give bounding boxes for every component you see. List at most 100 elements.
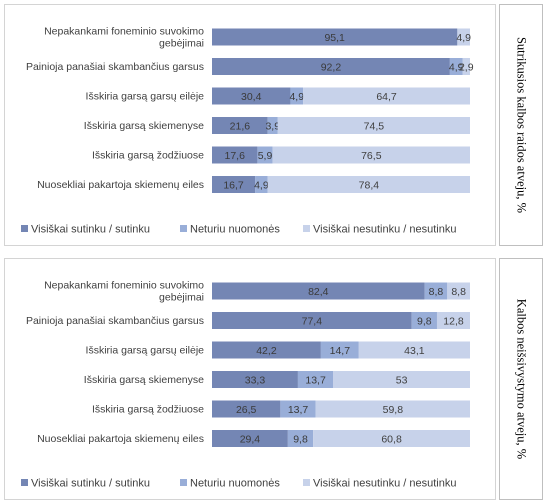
category-label: Painioja panašiai skambančius garsus xyxy=(26,315,204,327)
data-label: 12,8 xyxy=(443,316,464,328)
data-label: 29,4 xyxy=(240,434,261,446)
category-label: Painioja panašiai skambančius garsus xyxy=(26,61,204,73)
chart-panel-bottom: Nepakankami foneminio suvokimo gebėjimai 8… xyxy=(4,258,496,500)
bar-neutral xyxy=(411,312,437,329)
data-label: 8,8 xyxy=(429,286,444,298)
legend-label-neutral: Neturiu nuomonės xyxy=(190,224,280,236)
bar-neutral xyxy=(320,341,359,359)
data-label: 14,7 xyxy=(330,345,351,357)
bar-neutral xyxy=(267,117,278,134)
side-label-box-bottom: Kalbos neišsivystymo atveju, % xyxy=(499,258,543,500)
chart-top: Nepakankami foneminio suvokimo gebėjimai 9… xyxy=(21,26,474,236)
bar-disagree xyxy=(358,341,470,359)
category-label: Nepakankami foneminio suvokimo gebėjimai xyxy=(44,26,204,50)
legend-label-agree: Visiškai sutinku / sutinku xyxy=(31,224,150,236)
data-label: 4,9 xyxy=(456,32,471,44)
data-label: 78,4 xyxy=(359,180,380,192)
bar-disagree xyxy=(313,430,470,447)
bar-neutral xyxy=(449,58,463,75)
category-label: Išskiria garsą skiemenyse xyxy=(84,374,204,386)
data-label: 16,7 xyxy=(223,180,244,192)
data-label: 82,4 xyxy=(308,286,329,298)
data-label: 33,3 xyxy=(245,375,266,387)
side-label-bottom: Kalbos neišsivystymo atveju, % xyxy=(514,298,529,460)
data-label: 43,1 xyxy=(404,345,425,357)
legend-swatch-agree xyxy=(21,225,28,232)
bar-disagree xyxy=(303,87,470,105)
category-label: Išskiria garsą žodžiuose xyxy=(92,150,204,162)
bar-agree xyxy=(212,176,256,193)
data-label: 95,1 xyxy=(324,32,345,44)
bar-neutral xyxy=(424,282,448,300)
data-label: 76,5 xyxy=(361,150,382,162)
bar-disagree xyxy=(267,176,470,193)
bar-neutral xyxy=(257,146,273,164)
bar-agree xyxy=(212,146,258,164)
bar-agree xyxy=(212,117,268,134)
data-label: 53 xyxy=(396,375,408,387)
bar-neutral xyxy=(255,176,268,193)
bar-agree xyxy=(212,371,298,388)
data-label: 13,7 xyxy=(288,404,309,416)
bar-disagree xyxy=(333,371,470,388)
legend-swatch-neutral xyxy=(180,479,187,486)
data-label: 26,5 xyxy=(236,404,257,416)
bar-neutral xyxy=(280,400,316,418)
category-label: Nuosekliai pakartoja skiemenų eiles xyxy=(37,433,204,445)
bar-neutral xyxy=(297,371,334,388)
bar-disagree xyxy=(315,400,470,418)
bar-agree xyxy=(212,282,425,300)
category-label: Išskiria garsą skiemenyse xyxy=(84,120,204,132)
bar-agree xyxy=(212,430,288,447)
side-label-box-top: Sutrikusios kalbos raidos atveju, % xyxy=(499,4,543,246)
bar-disagree xyxy=(436,312,470,329)
data-label: 59,8 xyxy=(383,404,404,416)
bar-neutral xyxy=(290,87,304,105)
bar-disagree xyxy=(447,282,470,300)
chart-bottom: Nepakankami foneminio suvokimo gebėjimai 8… xyxy=(21,280,470,490)
bar-disagree xyxy=(272,146,470,164)
data-label: 42,2 xyxy=(256,345,277,357)
data-label: 30,4 xyxy=(241,91,262,103)
bar-agree xyxy=(212,87,291,105)
bar-agree xyxy=(212,58,450,75)
bar-disagree xyxy=(462,58,470,75)
legend-label-agree: Visiškai sutinku / sutinku xyxy=(31,478,150,490)
data-label: 21,6 xyxy=(230,121,251,133)
data-label: 2,9 xyxy=(459,62,474,74)
data-label: 4,9 xyxy=(289,91,304,103)
data-label: 9,8 xyxy=(417,316,432,328)
data-label: 92,2 xyxy=(321,62,342,74)
bar-neutral xyxy=(287,430,314,447)
category-label: Nepakankami foneminio suvokimo gebėjimai xyxy=(44,280,204,304)
legend-swatch-disagree xyxy=(303,479,310,486)
data-label: 9,8 xyxy=(293,434,308,446)
data-label: 8,8 xyxy=(451,286,466,298)
bar-agree xyxy=(212,312,412,329)
data-label: 74,5 xyxy=(364,121,385,133)
data-label: 4,9 xyxy=(449,62,464,74)
data-label: 17,6 xyxy=(224,150,245,162)
legend-swatch-agree xyxy=(21,479,28,486)
bar-agree xyxy=(212,341,321,359)
data-label: 64,7 xyxy=(376,91,397,103)
chart-panel-top: Nepakankami foneminio suvokimo gebėjimai 9… xyxy=(4,4,496,246)
bar-disagree xyxy=(457,28,470,46)
legend-swatch-disagree xyxy=(303,225,310,232)
category-label: Nuosekliai pakartoja skiemenų eiles xyxy=(37,179,204,191)
category-label: Išskiria garsą žodžiuose xyxy=(92,404,204,416)
legend-label-disagree: Visiškai nesutinku / nesutinku xyxy=(313,224,457,236)
data-label: 60,8 xyxy=(381,434,402,446)
data-label: 4,9 xyxy=(254,180,269,192)
data-label: 13,7 xyxy=(305,375,326,387)
data-label: 3,9 xyxy=(265,121,280,133)
legend-label-disagree: Visiškai nesutinku / nesutinku xyxy=(313,478,457,490)
category-label: Išskiria garsą garsų eilėje xyxy=(86,345,205,357)
bar-agree xyxy=(212,400,281,418)
data-label: 77,4 xyxy=(302,316,323,328)
bar-agree xyxy=(212,28,458,46)
bar-disagree xyxy=(277,117,470,134)
data-label: 5,9 xyxy=(258,150,273,162)
legend-swatch-neutral xyxy=(180,225,187,232)
legend-label-neutral: Neturiu nuomonės xyxy=(190,478,280,490)
